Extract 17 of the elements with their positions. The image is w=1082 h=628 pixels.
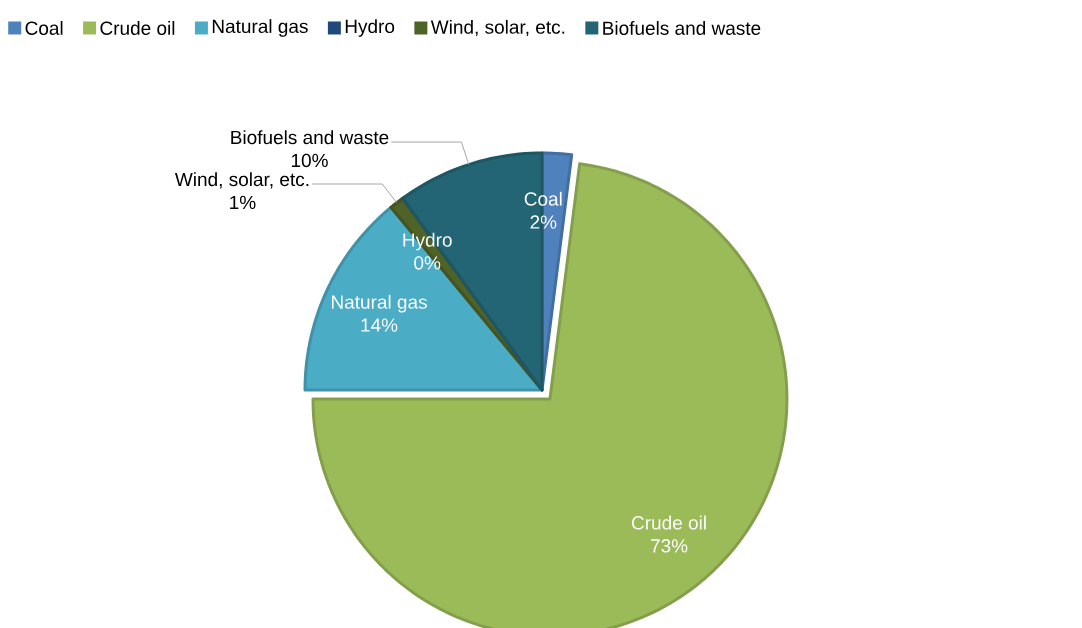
category-label: Hydro — [403, 232, 452, 251]
slice-label: Wind, solar, etc. — [174, 172, 309, 189]
data-label: 2% — [530, 215, 557, 229]
legend-label: Hydro — [345, 19, 395, 37]
slice-label: Biofuels and waste — [231, 130, 389, 145]
data-label: 14% — [361, 318, 398, 332]
legend-label: Crude oil — [100, 21, 175, 35]
legend-label: Coal — [25, 21, 63, 35]
slice-label: Crude oil — [631, 515, 706, 530]
slice-label: Natural gas — [332, 294, 427, 313]
legend-label: Wind, solar, etc. — [430, 19, 565, 37]
legend-label: Biofuels and waste — [603, 21, 761, 35]
data-label: 73% — [651, 539, 688, 553]
legend-label: Natural gas — [212, 19, 308, 37]
data-label: 1% — [230, 195, 256, 210]
data-label: 10% — [291, 153, 328, 168]
slice-label: Coal — [524, 191, 562, 206]
